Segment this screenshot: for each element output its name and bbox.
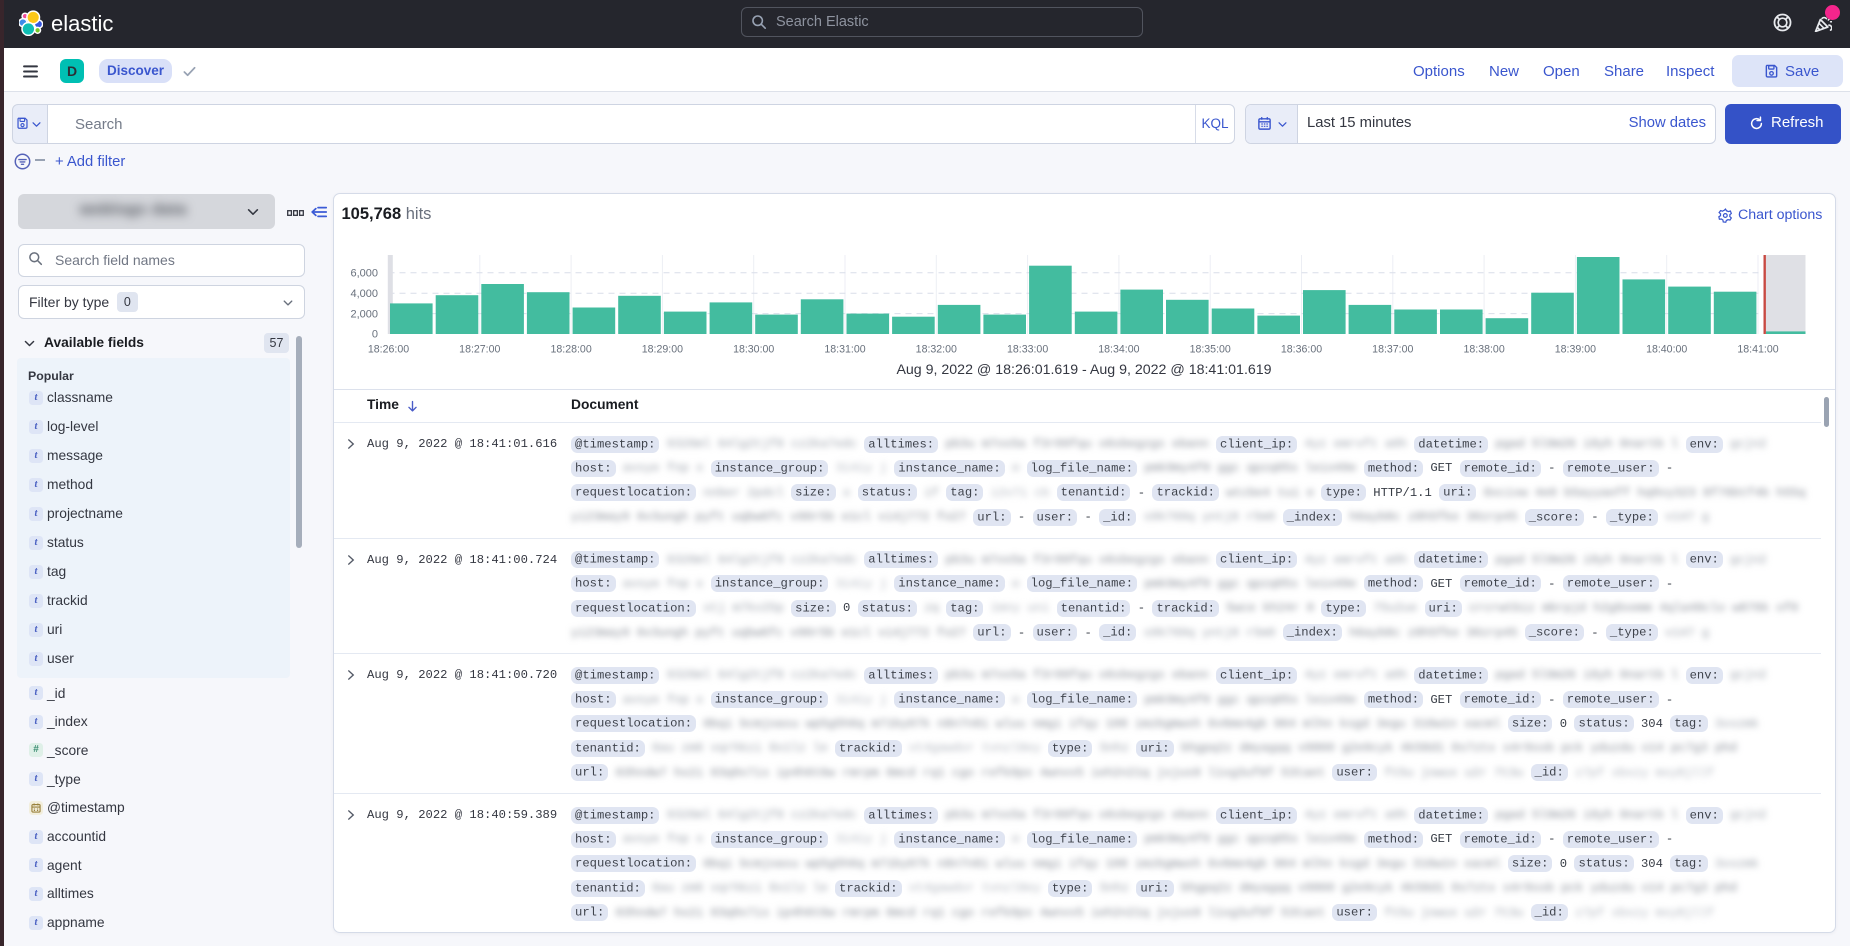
svg-text:18:35:00: 18:35:00	[1189, 344, 1230, 356]
svg-text:18:41:00: 18:41:00	[1737, 344, 1778, 356]
svg-text:18:36:00: 18:36:00	[1280, 344, 1321, 356]
svg-text:2,000: 2,000	[350, 308, 378, 320]
svg-text:18:32:00: 18:32:00	[915, 344, 956, 356]
svg-text:0: 0	[371, 329, 377, 341]
svg-text:18:38:00: 18:38:00	[1463, 344, 1504, 356]
svg-text:6,000: 6,000	[350, 268, 378, 280]
svg-text:18:27:00: 18:27:00	[459, 344, 500, 356]
svg-text:18:33:00: 18:33:00	[1006, 344, 1047, 356]
svg-text:18:29:00: 18:29:00	[641, 344, 682, 356]
svg-text:18:34:00: 18:34:00	[1098, 344, 1139, 356]
svg-text:18:37:00: 18:37:00	[1372, 344, 1413, 356]
svg-text:18:28:00: 18:28:00	[550, 344, 591, 356]
svg-text:18:40:00: 18:40:00	[1646, 344, 1687, 356]
svg-text:4,000: 4,000	[350, 288, 378, 300]
svg-text:18:31:00: 18:31:00	[824, 344, 865, 356]
svg-text:18:30:00: 18:30:00	[733, 344, 774, 356]
svg-text:18:26:00: 18:26:00	[367, 344, 408, 356]
svg-text:18:39:00: 18:39:00	[1554, 344, 1595, 356]
